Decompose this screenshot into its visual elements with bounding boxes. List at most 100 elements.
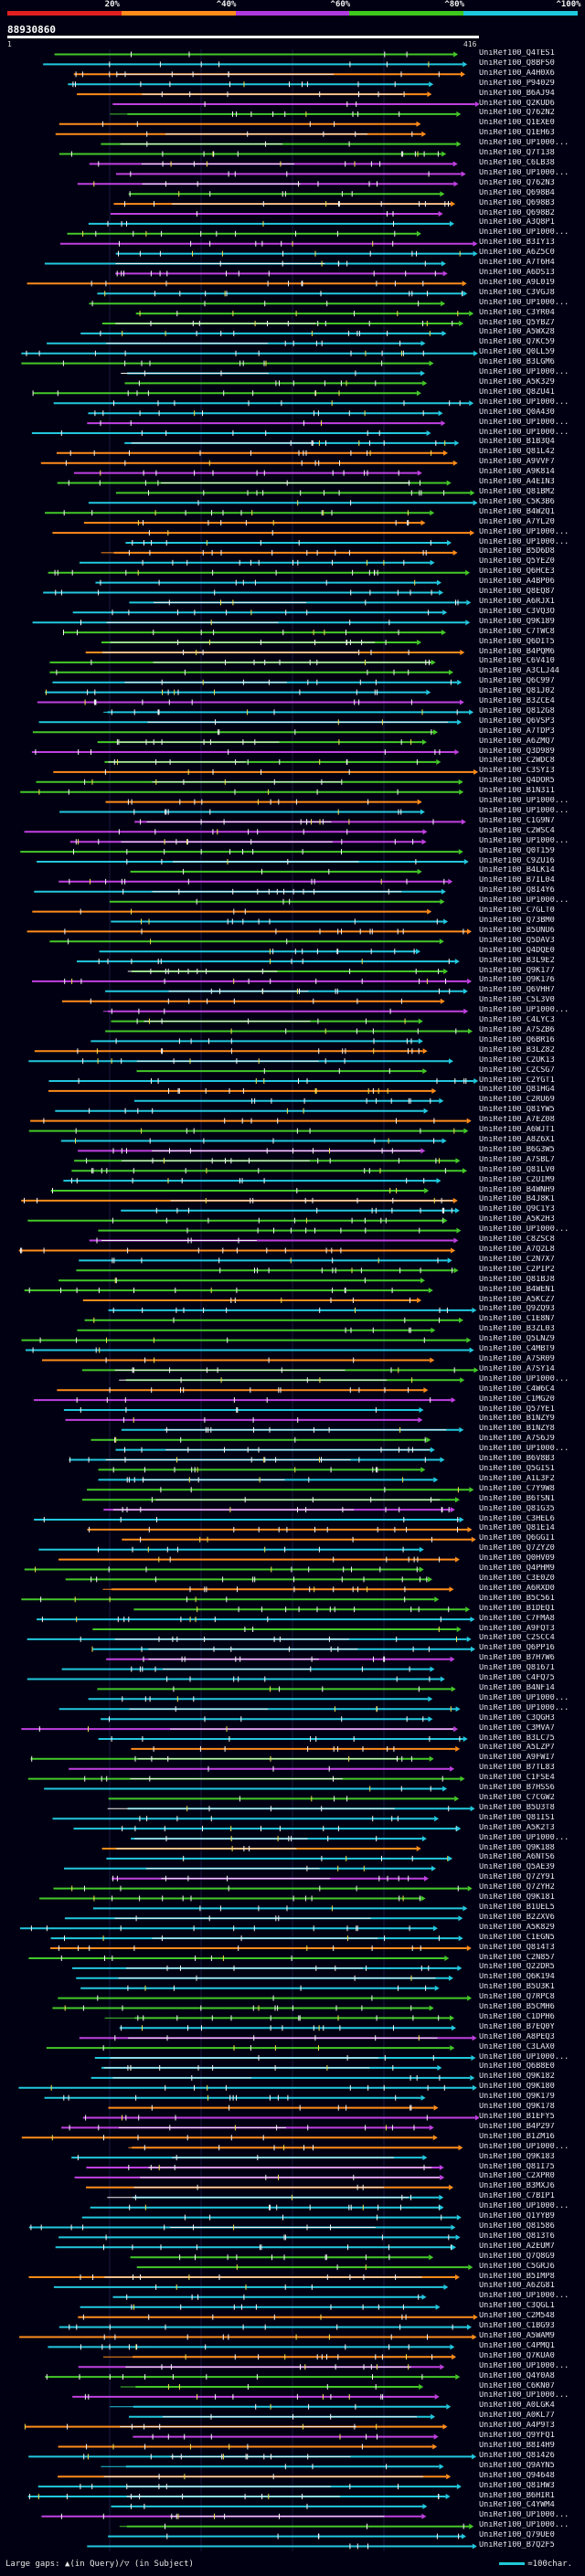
hit-label-link[interactable]: UniRef100_Q81HG4 [479, 1086, 555, 1095]
hit-alignment-row[interactable] [88, 1696, 433, 1702]
hit-alignment-row[interactable] [63, 1407, 424, 1413]
hit-label-link[interactable]: UniRef100_Q9C1Y3 [479, 1205, 555, 1214]
hit-alignment-row[interactable] [55, 131, 427, 137]
hit-label-link[interactable]: UniRef100_C6LB38 [479, 158, 555, 167]
hit-alignment-row[interactable] [67, 230, 421, 237]
hit-alignment-row[interactable] [27, 281, 467, 287]
hit-alignment-row[interactable] [88, 410, 443, 417]
hit-alignment-row[interactable] [21, 1726, 459, 1733]
hit-label-link[interactable]: UniRef100_C2UK13 [479, 1055, 555, 1065]
hit-alignment-row[interactable] [124, 380, 428, 387]
hit-label-link[interactable]: UniRef100_Q7ZYZ0 [479, 1544, 555, 1553]
hit-alignment-row[interactable] [127, 969, 449, 974]
hit-alignment-row[interactable] [95, 579, 442, 586]
hit-label-link[interactable]: UniRef100_Q81586 [479, 2222, 555, 2231]
hit-label-link[interactable]: UniRef100_UP1000... [479, 527, 569, 536]
hit-label-link[interactable]: UniRef100_UP1000... [479, 2521, 569, 2530]
hit-alignment-row[interactable] [60, 1138, 447, 1144]
hit-label-link[interactable]: UniRef100_C7GLT0 [479, 906, 555, 916]
hit-label-link[interactable]: UniRef100_Q6GGI1 [479, 1534, 555, 1543]
hit-label-link[interactable]: UniRef100_A9K814 [479, 468, 555, 477]
hit-label-link[interactable]: UniRef100_A5K2H3 [479, 1215, 555, 1224]
hit-alignment-row[interactable] [97, 1686, 456, 1692]
hit-label-link[interactable]: UniRef100_C3SYI3 [479, 767, 555, 776]
hit-label-link[interactable]: UniRef100_A6ZG81 [479, 2282, 555, 2291]
hit-alignment-row[interactable] [54, 51, 459, 58]
hit-alignment-row[interactable] [72, 610, 448, 616]
hit-alignment-row[interactable] [44, 260, 446, 267]
hit-label-link[interactable]: UniRef100_C5GRJ6 [479, 2262, 555, 2271]
hit-label-link[interactable]: UniRef100_UP1000... [479, 168, 569, 177]
hit-alignment-row[interactable] [119, 2523, 474, 2529]
hit-label-link[interactable]: UniRef100_Q22DR5 [479, 1963, 555, 1972]
hit-label-link[interactable]: UniRef100_UP1000... [479, 2052, 569, 2062]
hit-alignment-row[interactable] [77, 959, 460, 965]
hit-alignment-row[interactable] [82, 1497, 460, 1503]
hit-alignment-row[interactable] [48, 2344, 455, 2350]
hit-label-link[interactable]: UniRef100_C2UIM9 [479, 1175, 555, 1184]
hit-alignment-row[interactable] [36, 779, 463, 785]
hit-alignment-row[interactable] [76, 1267, 459, 1274]
hit-alignment-row[interactable] [79, 1257, 452, 1264]
hit-label-link[interactable]: UniRef100_B3IY13 [479, 239, 555, 248]
hit-alignment-row[interactable] [133, 1606, 471, 1613]
hit-label-link[interactable]: UniRef100_C2SCC4 [479, 1634, 555, 1643]
hit-label-link[interactable]: UniRef100_UP1000... [479, 836, 569, 845]
hit-label-link[interactable]: UniRef100_A4EIN3 [479, 478, 555, 487]
hit-alignment-row[interactable] [82, 1367, 479, 1373]
hit-alignment-row[interactable] [134, 819, 466, 825]
hit-alignment-row[interactable] [92, 1627, 462, 1632]
hit-label-link[interactable]: UniRef100_A5K2T3 [479, 1823, 555, 1832]
hit-alignment-row[interactable] [128, 2145, 463, 2151]
hit-alignment-row[interactable] [71, 2155, 428, 2161]
hit-label-link[interactable]: UniRef100_A8PEQ3 [479, 2032, 555, 2041]
hit-alignment-row[interactable] [58, 151, 447, 157]
hit-alignment-row[interactable] [21, 1596, 440, 1603]
hit-label-link[interactable]: UniRef100_A9FWI7 [479, 1754, 555, 1763]
hit-alignment-row[interactable] [63, 1178, 441, 1184]
hit-label-link[interactable]: UniRef100_Q9K179 [479, 2093, 555, 2102]
hit-label-link[interactable]: UniRef100_Q0HV09 [479, 1554, 555, 1564]
hit-alignment-row[interactable] [89, 161, 458, 167]
hit-label-link[interactable]: UniRef100_C3E0Z0 [479, 1574, 555, 1583]
hit-alignment-row[interactable] [41, 2513, 427, 2519]
hit-alignment-row[interactable] [107, 1806, 475, 1812]
hit-label-link[interactable]: UniRef100_Q6VHH7 [479, 986, 555, 995]
hit-label-link[interactable]: UniRef100_B4WEN1 [479, 1285, 555, 1294]
hit-alignment-row[interactable] [27, 1217, 448, 1224]
hit-alignment-row[interactable] [98, 1477, 439, 1483]
hit-label-link[interactable]: UniRef100_B6HIR1 [479, 2491, 555, 2500]
hit-label-link[interactable]: UniRef100_B7IL04 [479, 876, 555, 885]
hit-alignment-row[interactable] [131, 1745, 461, 1752]
hit-label-link[interactable]: UniRef100_UP1000... [479, 2202, 569, 2211]
hit-alignment-row[interactable] [112, 2294, 427, 2300]
hit-label-link[interactable]: UniRef100_C2YGT1 [479, 1076, 555, 1085]
hit-alignment-row[interactable] [130, 2254, 434, 2261]
hit-alignment-row[interactable] [129, 599, 472, 606]
hit-label-link[interactable]: UniRef100_A3Q8P1 [479, 218, 555, 228]
hit-alignment-row[interactable] [20, 1925, 438, 1932]
hit-label-link[interactable]: UniRef100_Q81L42 [479, 448, 555, 457]
hit-label-link[interactable]: UniRef100_A7T6H4 [479, 259, 555, 268]
hit-alignment-row[interactable] [45, 2374, 461, 2380]
hit-alignment-row[interactable] [38, 719, 463, 726]
hit-label-link[interactable]: UniRef100_C1G9N7 [479, 816, 555, 825]
hit-alignment-row[interactable] [50, 1935, 463, 1942]
hit-alignment-row[interactable] [108, 2104, 439, 2111]
hit-alignment-row[interactable] [73, 1826, 462, 1832]
hit-label-link[interactable]: UniRef100_UP1000... [479, 228, 569, 238]
hit-label-link[interactable]: UniRef100_B5C561 [479, 1594, 555, 1603]
hit-label-link[interactable]: UniRef100_C2XPR0 [479, 2172, 555, 2181]
hit-label-link[interactable]: UniRef100_B3LZ82 [479, 1045, 555, 1055]
hit-label-link[interactable]: UniRef100_C2N857 [479, 1953, 555, 1962]
hit-label-link[interactable]: UniRef100_A0KL77 [479, 2412, 555, 2421]
hit-label-link[interactable]: UniRef100_B1ZM16 [479, 2132, 555, 2141]
hit-alignment-row[interactable] [101, 1716, 433, 1723]
hit-alignment-row[interactable] [105, 799, 422, 805]
hit-label-link[interactable]: UniRef100_Q2KUD6 [479, 99, 555, 108]
hit-alignment-row[interactable] [104, 2015, 454, 2021]
hit-alignment-row[interactable] [116, 171, 466, 177]
hit-label-link[interactable]: UniRef100_Q7KC59 [479, 338, 555, 347]
hit-alignment-row[interactable] [89, 1237, 459, 1244]
hit-alignment-row[interactable] [135, 311, 474, 317]
